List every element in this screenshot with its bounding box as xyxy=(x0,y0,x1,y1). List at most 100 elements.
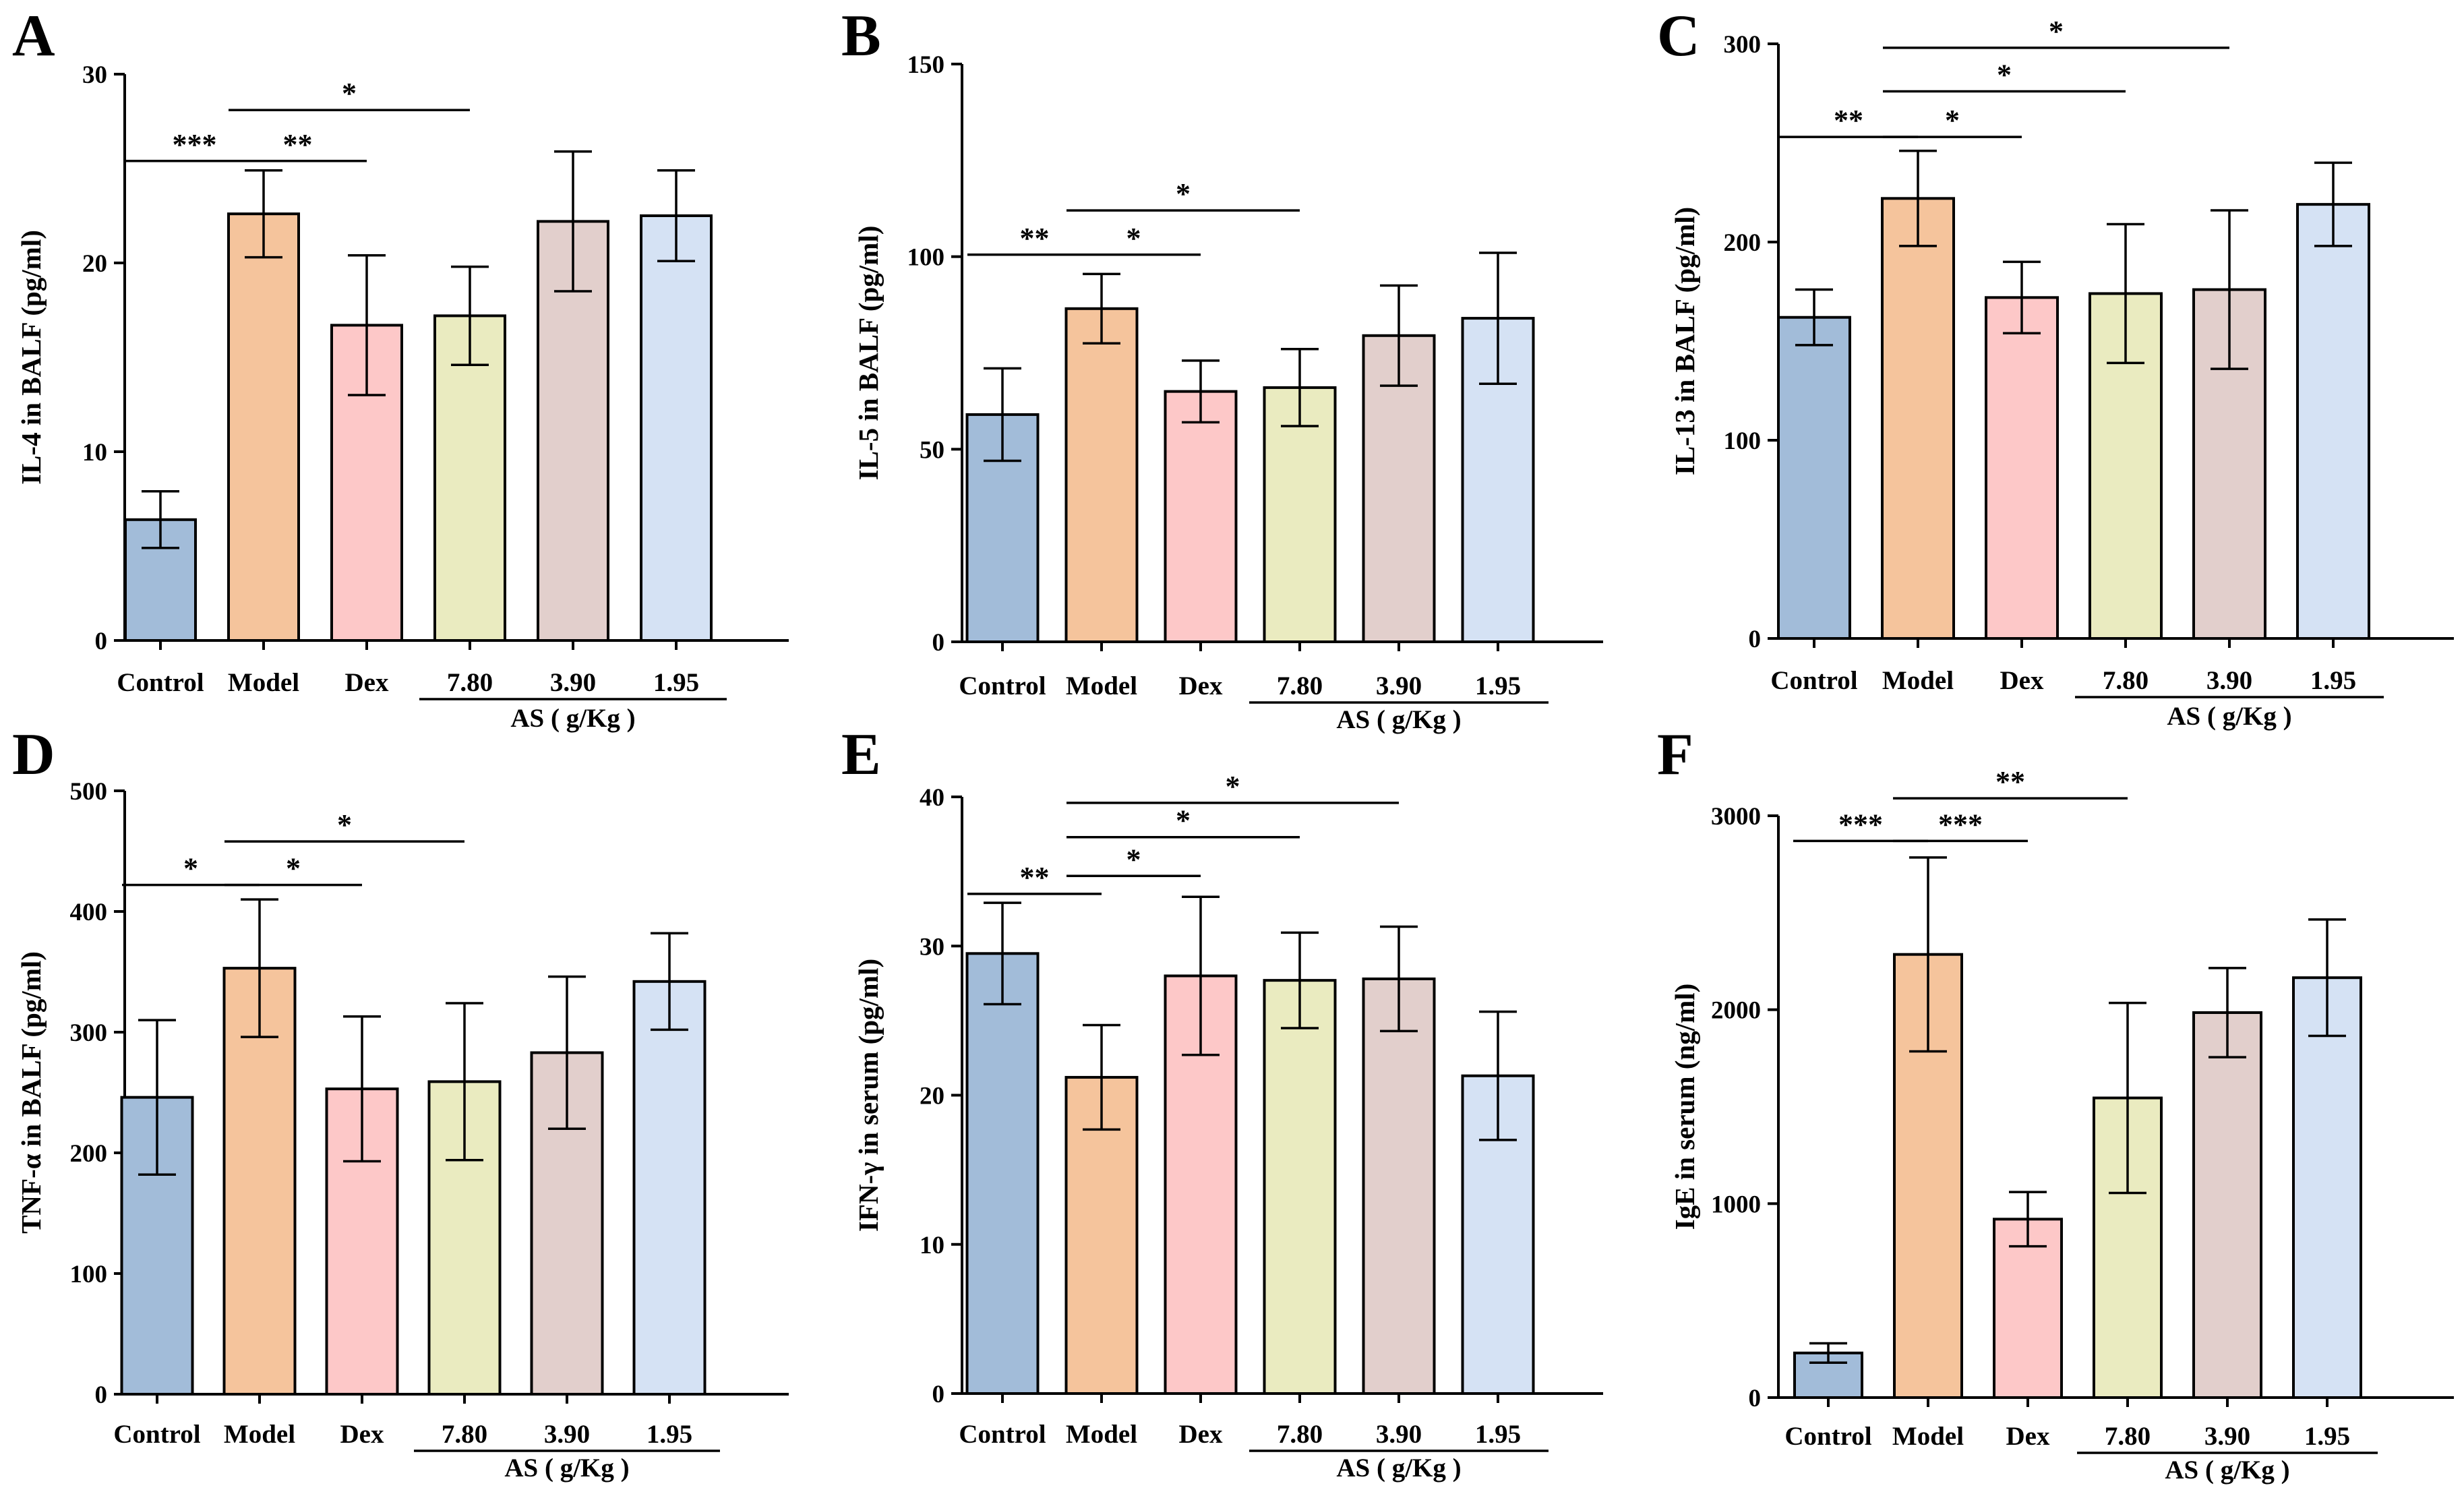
y-tick-label: 300 xyxy=(70,1019,108,1047)
category-label: 1.95 xyxy=(2304,1422,2350,1451)
y-tick-label: 30 xyxy=(82,61,107,89)
panel-letter: C xyxy=(1657,3,1700,69)
bar-3-90 xyxy=(2192,1011,2262,1399)
group-label: AS ( g/Kg ) xyxy=(1336,1454,1461,1483)
category-label: 3.90 xyxy=(550,668,596,697)
significance-stars: * xyxy=(1126,843,1141,876)
category-label: 1.95 xyxy=(2310,666,2356,695)
category-label: Dex xyxy=(1179,671,1223,700)
y-tick-label: 150 xyxy=(907,51,945,79)
significance-stars: * xyxy=(342,77,357,110)
panel-letter: E xyxy=(841,722,881,787)
y-tick-label: 3000 xyxy=(1711,803,1761,831)
bar-Model xyxy=(227,212,300,642)
y-tick-label: 20 xyxy=(82,250,107,278)
significance-stars: ** xyxy=(1995,765,2025,798)
category-label: 3.90 xyxy=(2206,666,2252,695)
category-label: Control xyxy=(113,1420,200,1449)
bar-3-90 xyxy=(1362,977,1436,1396)
y-tick-label: 0 xyxy=(1749,1385,1762,1412)
significance-stars: * xyxy=(183,852,198,885)
category-label: 7.80 xyxy=(2105,1422,2151,1451)
category-label: Control xyxy=(1770,666,1857,695)
bar-1-95 xyxy=(2292,976,2362,1399)
y-tick-label: 2000 xyxy=(1711,997,1761,1025)
significance-stars: ** xyxy=(1020,222,1050,255)
y-axis-title: TNF-α in BALF (pg/ml) xyxy=(16,951,47,1234)
y-tick-label: 200 xyxy=(1724,229,1762,257)
significance-stars: * xyxy=(1176,804,1191,837)
y-tick-label: 0 xyxy=(95,1381,108,1409)
significance-stars: * xyxy=(1945,104,1960,137)
bar-7-80 xyxy=(1263,386,1337,643)
panel-d: D 0 100 200 300 400 500 TNF-α in BALF (pg/ml) Co… xyxy=(12,722,789,1483)
group-label: AS ( g/Kg ) xyxy=(504,1454,629,1483)
panel-f: F 0 1000 2000 3000 IgE in serum (ng/ml) Contro… xyxy=(1657,722,2454,1485)
category-label: Control xyxy=(959,671,1046,700)
category-label: Model xyxy=(1892,1422,1964,1451)
category-label: Dex xyxy=(2000,666,2044,695)
category-label: Dex xyxy=(2006,1422,2050,1451)
category-label: Model xyxy=(1882,666,1954,695)
y-tick-label: 1000 xyxy=(1711,1191,1761,1218)
category-label: 7.80 xyxy=(447,668,493,697)
group-label: AS ( g/Kg ) xyxy=(1336,705,1461,734)
significance-stars: * xyxy=(1997,59,2012,92)
significance-stars: ** xyxy=(1020,861,1050,894)
y-tick-label: 0 xyxy=(95,628,108,655)
y-tick-label: 100 xyxy=(907,244,945,272)
group-label: AS ( g/Kg ) xyxy=(510,704,635,733)
category-label: 1.95 xyxy=(1475,1420,1521,1449)
category-label: 1.95 xyxy=(647,1420,692,1449)
category-label: Model xyxy=(1066,1420,1137,1449)
y-tick-label: 20 xyxy=(920,1083,944,1110)
panel-letter: D xyxy=(12,722,55,787)
panel-letter: F xyxy=(1657,722,1693,787)
category-label: 3.90 xyxy=(2204,1422,2250,1451)
significance-stars: *** xyxy=(1938,808,1983,841)
significance-stars: *** xyxy=(1838,808,1883,841)
y-axis-title: IFN-γ in serum (pg/ml) xyxy=(853,959,884,1232)
y-tick-label: 200 xyxy=(70,1140,108,1168)
category-label: 1.95 xyxy=(653,668,699,697)
y-tick-label: 50 xyxy=(920,436,944,464)
category-label: 3.90 xyxy=(1376,1420,1422,1449)
category-label: 1.95 xyxy=(1475,671,1521,700)
significance-stars: * xyxy=(2049,15,2064,48)
category-label: Control xyxy=(1784,1422,1871,1451)
significance-stars: ** xyxy=(1834,104,1863,137)
y-tick-label: 100 xyxy=(1724,427,1762,455)
category-label: Model xyxy=(228,668,299,697)
significance-stars: * xyxy=(337,808,352,841)
y-tick-label: 500 xyxy=(70,778,108,806)
significance-stars: ** xyxy=(283,128,313,161)
panel-letter: B xyxy=(841,3,881,69)
category-label: 7.80 xyxy=(1277,671,1323,700)
y-tick-label: 10 xyxy=(920,1232,944,1259)
y-tick-label: 0 xyxy=(1749,626,1762,653)
y-tick-label: 30 xyxy=(920,933,944,961)
category-label: 3.90 xyxy=(544,1420,590,1449)
bar-Control xyxy=(965,952,1040,1395)
bar-Model xyxy=(222,967,297,1396)
significance-stars: * xyxy=(1226,770,1240,803)
group-label: AS ( g/Kg ) xyxy=(2165,1456,2289,1485)
significance-stars: * xyxy=(286,852,301,885)
y-tick-label: 400 xyxy=(70,899,108,926)
bar-Model xyxy=(1064,307,1139,643)
y-tick-label: 40 xyxy=(920,784,944,812)
bar-Dex xyxy=(1985,296,2059,640)
y-tick-label: 100 xyxy=(70,1261,108,1288)
significance-stars: * xyxy=(1176,177,1191,210)
category-label: Control xyxy=(959,1420,1046,1449)
category-label: 3.90 xyxy=(1376,671,1422,700)
bar-7-80 xyxy=(1263,979,1337,1395)
category-label: 7.80 xyxy=(2103,666,2149,695)
category-label: 7.80 xyxy=(1277,1420,1323,1449)
bar-1-95 xyxy=(640,214,713,642)
y-axis-title: IL-13 in BALF (pg/ml) xyxy=(1669,207,1700,475)
bar-3-90 xyxy=(530,1051,604,1396)
significance-stars: * xyxy=(1126,222,1141,255)
y-tick-label: 0 xyxy=(932,1381,945,1408)
